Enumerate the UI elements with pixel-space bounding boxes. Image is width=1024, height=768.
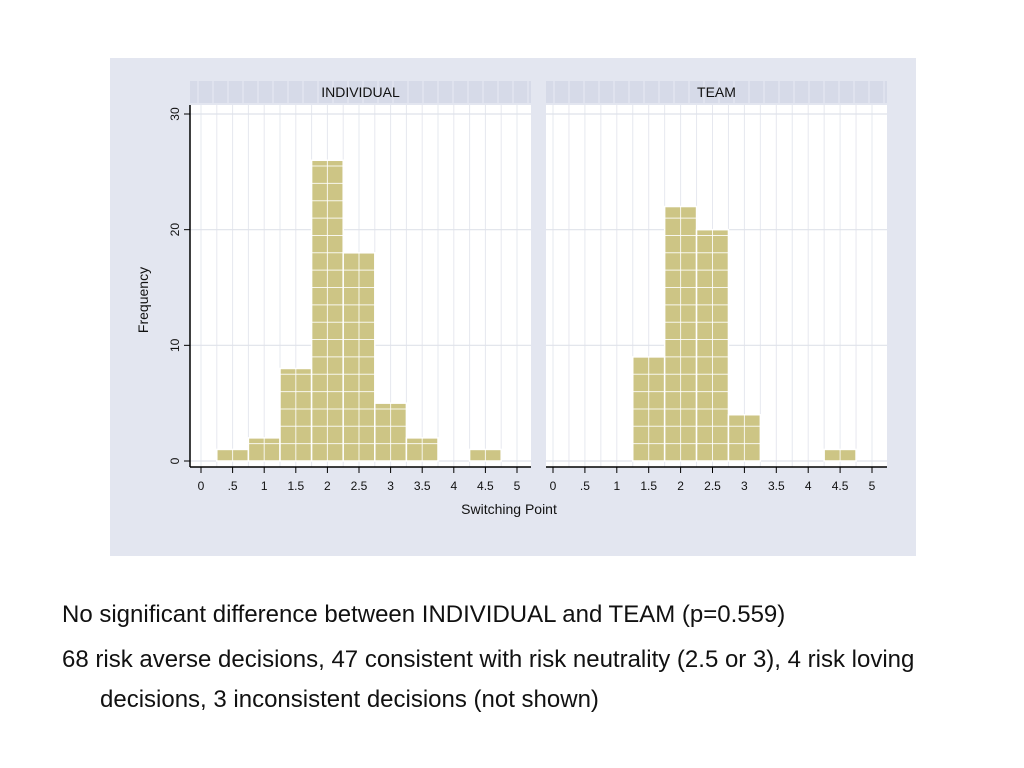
x-tick-label: 4 <box>805 479 812 493</box>
x-tick-label: 3 <box>387 479 394 493</box>
x-tick-label: 3.5 <box>414 479 431 493</box>
x-tick-label: 2.5 <box>704 479 721 493</box>
panel-title-1: TEAM <box>697 84 736 100</box>
x-axis-title: Switching Point <box>461 501 557 517</box>
x-tick-label: 2.5 <box>351 479 368 493</box>
x-tick-label: 0 <box>198 479 205 493</box>
y-axis-title: Frequency <box>135 267 151 333</box>
x-tick-label: 3 <box>741 479 748 493</box>
x-tick-label: 4.5 <box>477 479 494 493</box>
x-tick-label: 4.5 <box>832 479 849 493</box>
x-tick-label: 0 <box>550 479 557 493</box>
x-tick-label: 5 <box>869 479 876 493</box>
note-decision-counts: 68 risk averse decisions, 47 consistent … <box>62 646 915 713</box>
x-tick-label: 1 <box>261 479 268 493</box>
panel-title-0: INDIVIDUAL <box>321 84 400 100</box>
x-tick-label: .5 <box>228 479 238 493</box>
x-tick-label: 1 <box>613 479 620 493</box>
x-tick-label: 1.5 <box>287 479 304 493</box>
chart-panel: INDIVIDUAL 0 .5 1 1.5 2 2.5 3 3.5 4 4.5 5 TEAM 0 .5 1 1.… <box>110 58 916 556</box>
note-significance: No significant difference between INDIVI… <box>62 601 786 628</box>
y-tick-label: 10 <box>168 338 182 352</box>
x-tick-label: 5 <box>514 479 521 493</box>
y-tick-label: 30 <box>168 107 182 121</box>
x-tick-label: .5 <box>580 479 590 493</box>
x-tick-label: 1.5 <box>640 479 657 493</box>
panel-header-0 <box>190 81 531 103</box>
x-tick-label: 2 <box>324 479 331 493</box>
x-tick-label: 4 <box>450 479 457 493</box>
y-tick-label: 20 <box>168 223 182 237</box>
panel-header-1 <box>546 81 887 103</box>
histogram-chart: INDIVIDUAL 0 .5 1 1.5 2 2.5 3 3.5 4 4.5 5 TEAM 0 .5 1 1.… <box>135 81 887 517</box>
x-tick-label: 2 <box>677 479 684 493</box>
slide-notes: No significant difference between INDIVI… <box>62 598 962 728</box>
x-tick-label: 3.5 <box>768 479 785 493</box>
y-tick-label: 0 <box>168 457 182 464</box>
